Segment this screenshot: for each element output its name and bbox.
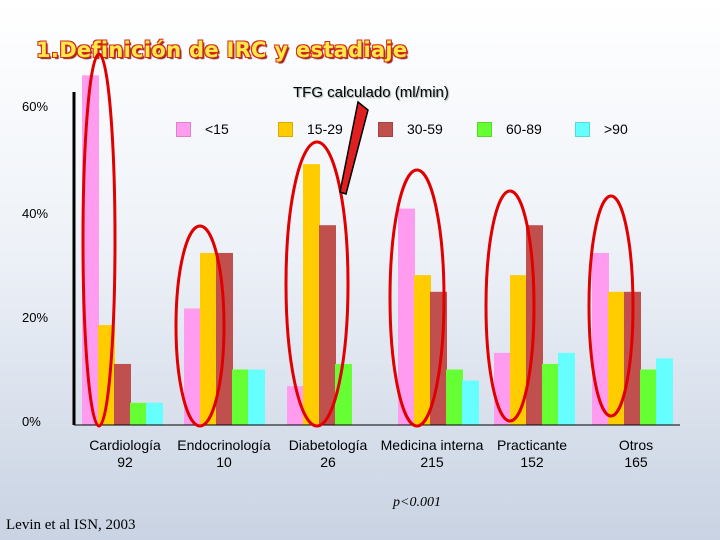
- legend-item-3: 30-59: [378, 120, 443, 138]
- y-tick-label-20: 20%: [22, 310, 49, 325]
- bar-4-1: [130, 402, 147, 425]
- legend-label-2: 15-29: [307, 121, 343, 137]
- legend: <15 15-29 30-59 60-89 >90: [0, 120, 720, 140]
- category-label-3: Diabetología 26: [268, 437, 388, 471]
- bar-5-4: [462, 380, 479, 425]
- category-name-5: Practicante: [496, 437, 568, 453]
- highlight-oval-4: [388, 168, 446, 428]
- bar-5-5: [558, 352, 575, 425]
- bar-2-2: [200, 252, 217, 425]
- legend-item-1: <15: [176, 120, 229, 138]
- bar-3-3: [319, 225, 336, 425]
- category-count-4: 215: [420, 454, 444, 470]
- legend-swatch-5: [575, 121, 590, 137]
- citation: Levin et al ISN, 2003: [6, 517, 136, 533]
- legend-label-1: <15: [205, 121, 229, 137]
- p-value-note: p<0.001: [393, 495, 441, 510]
- bar-1-2: [184, 308, 201, 425]
- y-tick-label-0: 0%: [22, 414, 41, 429]
- category-count-6: 165: [624, 454, 648, 470]
- category-name-1: Cardiología: [89, 437, 161, 453]
- bar-4-5: [542, 363, 559, 425]
- legend-label-3: 30-59: [407, 121, 443, 137]
- legend-label-5: >90: [604, 121, 628, 137]
- bar-5-2: [248, 369, 265, 425]
- highlight-oval-2: [174, 224, 226, 428]
- highlight-oval-1: [81, 52, 117, 428]
- bar-1-4: [398, 208, 415, 425]
- category-label-4: Medicina interna 215: [372, 437, 492, 471]
- chart-title: TFG calculado (ml/min): [293, 84, 449, 101]
- bar-2-4: [414, 275, 431, 425]
- red-arrow-annotation: [339, 100, 369, 195]
- slide-title: 1.Definición de IRC y estadiaje: [36, 38, 408, 62]
- category-count-1: 92: [117, 454, 133, 470]
- highlight-oval-6: [587, 194, 635, 418]
- legend-swatch-2: [278, 121, 293, 137]
- category-name-2: Endocrinología: [177, 437, 271, 453]
- legend-label-4: 60-89: [506, 121, 542, 137]
- category-count-5: 152: [520, 454, 544, 470]
- category-label-6: Otros 165: [576, 437, 696, 471]
- y-tick-label-40: 40%: [22, 206, 49, 221]
- bar-5-1: [146, 402, 163, 425]
- category-name-3: Diabetología: [288, 437, 368, 453]
- category-label-5: Practicante 152: [472, 437, 592, 471]
- legend-item-5: >90: [575, 120, 628, 138]
- bar-3-6: [624, 291, 641, 425]
- legend-swatch-4: [477, 121, 492, 137]
- bar-2-5: [510, 275, 527, 425]
- category-name-6: Otros: [618, 437, 654, 453]
- category-name-4: Medicina interna: [380, 437, 484, 453]
- legend-swatch-3: [378, 121, 393, 137]
- bar-5-6: [656, 358, 673, 425]
- category-count-2: 10: [216, 454, 232, 470]
- bar-2-3: [303, 164, 320, 425]
- category-label-1: Cardiología 92: [65, 437, 185, 471]
- y-tick-label-60: 60%: [22, 99, 49, 114]
- legend-swatch-1: [176, 121, 191, 137]
- category-count-3: 26: [320, 454, 336, 470]
- bar-4-6: [640, 369, 657, 425]
- legend-item-2: 15-29: [278, 120, 343, 138]
- highlight-ovals: [81, 52, 635, 428]
- bar-2-6: [608, 291, 625, 425]
- highlight-oval-5: [484, 189, 536, 423]
- bar-4-2: [232, 369, 249, 425]
- legend-item-4: 60-89: [477, 120, 542, 138]
- bar-3-1: [114, 363, 131, 425]
- highlight-oval-3: [284, 140, 350, 428]
- bar-4-4: [446, 369, 463, 425]
- category-label-2: Endocrinología 10: [164, 437, 284, 471]
- bar-1-3: [287, 386, 304, 425]
